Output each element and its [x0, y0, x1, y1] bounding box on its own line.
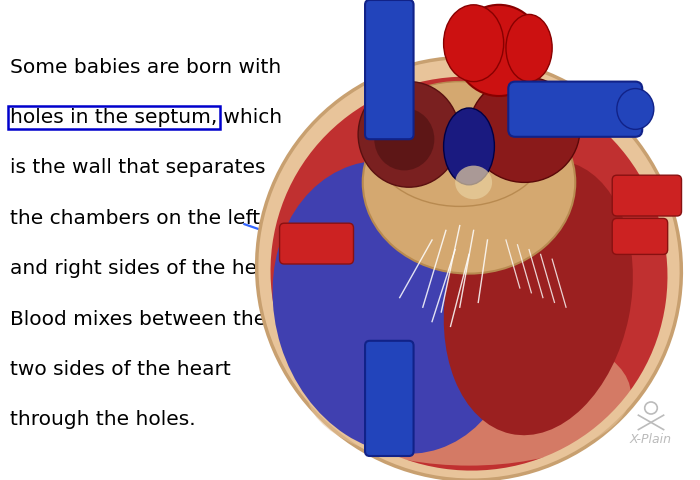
Ellipse shape: [617, 88, 654, 129]
FancyBboxPatch shape: [365, 0, 414, 139]
Ellipse shape: [506, 14, 552, 82]
Ellipse shape: [444, 160, 633, 435]
FancyBboxPatch shape: [365, 341, 414, 456]
Text: and right sides of the heart.: and right sides of the heart.: [10, 259, 293, 278]
Ellipse shape: [257, 58, 681, 480]
Ellipse shape: [374, 108, 434, 170]
Ellipse shape: [363, 91, 575, 274]
Text: Blood mixes between the: Blood mixes between the: [10, 310, 267, 329]
Text: holes in the septum,: holes in the septum,: [10, 108, 218, 127]
Text: X-Plain: X-Plain: [630, 433, 672, 446]
Text: Some babies are born with: Some babies are born with: [10, 58, 281, 77]
Text: through the holes.: through the holes.: [10, 410, 196, 430]
Ellipse shape: [455, 5, 543, 96]
FancyBboxPatch shape: [279, 223, 354, 264]
Text: the chambers on the left: the chambers on the left: [10, 209, 260, 228]
Ellipse shape: [444, 108, 494, 185]
FancyBboxPatch shape: [612, 175, 682, 216]
Ellipse shape: [455, 166, 492, 199]
Ellipse shape: [358, 82, 460, 187]
Ellipse shape: [444, 5, 503, 82]
Ellipse shape: [272, 160, 517, 454]
Text: which: which: [217, 108, 282, 127]
Ellipse shape: [372, 82, 547, 206]
Ellipse shape: [469, 77, 580, 182]
Ellipse shape: [270, 77, 668, 470]
FancyBboxPatch shape: [508, 82, 643, 137]
FancyBboxPatch shape: [612, 218, 668, 254]
Ellipse shape: [307, 322, 631, 466]
Text: is the wall that separates: is the wall that separates: [10, 158, 266, 178]
Text: two sides of the heart: two sides of the heart: [10, 360, 231, 379]
FancyArrowPatch shape: [244, 224, 435, 289]
